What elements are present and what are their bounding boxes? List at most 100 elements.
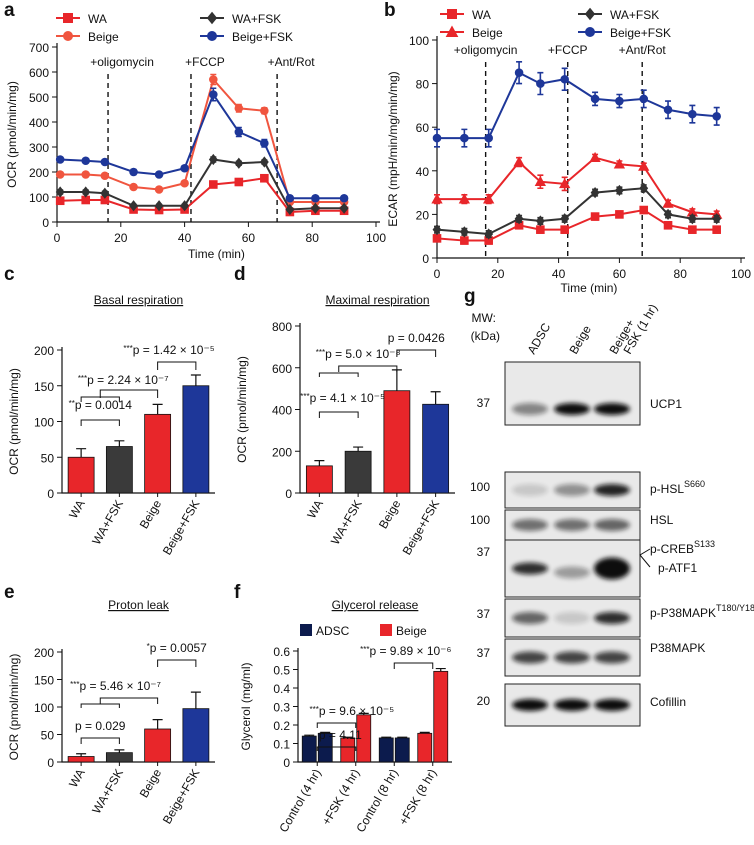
bar <box>105 446 133 494</box>
data-point <box>339 202 349 214</box>
p-value: p = 0.0426 <box>388 331 445 345</box>
significance-bracket <box>318 372 359 377</box>
data-point <box>688 109 697 119</box>
p-value: p = 5.46 × 10⁻⁷ <box>80 679 161 693</box>
data-point <box>55 196 65 206</box>
significance-stars: *** <box>123 344 132 353</box>
y-tick-label: 100 <box>29 191 49 205</box>
mw-marker: 100 <box>470 513 490 527</box>
data-point <box>180 200 190 212</box>
mw-marker: 37 <box>477 607 491 621</box>
error-bar <box>190 691 201 709</box>
significance-bracket <box>157 361 197 370</box>
significance-bracket <box>80 703 120 708</box>
phase-label: +oligomycin <box>454 43 518 57</box>
x-axis-label: Time (min) <box>188 247 245 261</box>
bar <box>344 450 372 494</box>
data-point <box>460 236 469 245</box>
x-tick-label: Control (4 hr) <box>276 766 323 834</box>
significance-label: ***p = 4.1 × 10⁻⁵ <box>300 391 385 405</box>
legend-symbol <box>445 25 459 37</box>
error-bar <box>76 753 87 757</box>
x-tick-label: +FSK (4 hr) <box>319 767 362 828</box>
y-tick-label: 0.6 <box>273 645 290 659</box>
y-tick-label: 200 <box>272 445 292 459</box>
x-tick-label: 100 <box>731 267 751 281</box>
y-tick-label: 0 <box>42 216 49 230</box>
y-tick-label: 150 <box>34 674 54 688</box>
data-point <box>180 163 189 173</box>
significance-stars: *** <box>300 392 309 401</box>
significance-bracket <box>157 659 197 667</box>
blot-band <box>512 519 548 531</box>
data-point <box>234 177 244 187</box>
significance-bracket <box>338 365 398 372</box>
data-point <box>560 74 569 84</box>
mw-marker: 37 <box>477 646 491 660</box>
x-tick-label: Beige <box>137 497 165 531</box>
p-value: p = 9.6 × 10⁻⁵ <box>319 704 394 718</box>
mw-marker: 37 <box>477 545 491 559</box>
data-point <box>234 157 244 169</box>
significance-bracket <box>318 411 359 418</box>
legend-symbol <box>584 7 596 21</box>
panel-label: e <box>4 582 15 603</box>
data-point <box>432 133 442 143</box>
axis-line <box>436 36 745 259</box>
data-point <box>129 200 138 212</box>
y-tick-label: 600 <box>272 362 292 376</box>
x-tick-label: 20 <box>491 267 505 281</box>
blot-band <box>512 699 548 711</box>
y-tick-label: 0.3 <box>273 701 290 715</box>
data-point <box>100 157 110 167</box>
p-value: p = 1.42 × 10⁻⁵ <box>133 343 215 357</box>
bar <box>144 728 172 763</box>
legend-label: WA+FSK <box>232 12 281 26</box>
x-tick-label: Beige+FSK <box>400 498 443 558</box>
data-point <box>559 178 571 189</box>
blot-band <box>554 612 590 624</box>
x-tick-label: 60 <box>613 267 627 281</box>
protein-name: P38MAPK <box>650 641 705 655</box>
data-point <box>534 175 547 186</box>
y-tick-label: 700 <box>29 41 49 55</box>
blot-label: p-P38MAPKT180/Y182 <box>650 603 754 620</box>
p-value: p = 0.0057 <box>150 641 207 655</box>
data-point <box>513 156 525 167</box>
x-tick-label: WA+FSK <box>328 498 365 548</box>
data-point <box>260 106 269 116</box>
y-axis-label: Glycerol (mg/ml) <box>239 662 253 750</box>
data-point <box>311 193 320 203</box>
y-tick-label: 100 <box>34 416 54 430</box>
data-point <box>55 186 65 198</box>
significance-stars: *** <box>316 348 325 357</box>
protein-name: p-HSL <box>650 482 684 496</box>
panel-label: b <box>384 0 396 21</box>
data-point <box>484 228 494 240</box>
blot-band <box>594 403 630 415</box>
x-tick-label: WA <box>304 498 326 521</box>
significance-label: **p = 0.0014 <box>69 398 133 412</box>
significance-stars: *** <box>70 680 79 689</box>
data-point <box>234 127 244 137</box>
data-point <box>536 79 545 88</box>
y-axis-label: OCR (pmol/min/mg) <box>235 356 249 463</box>
x-tick-label: WA+FSK <box>89 767 126 817</box>
data-point <box>662 197 674 208</box>
data-point <box>209 180 218 189</box>
x-axis-label: Time (min) <box>561 281 618 295</box>
x-tick-label: Beige+FSK <box>160 498 203 558</box>
label-pointer <box>639 548 651 568</box>
phase-label: +Ant/Rot <box>619 43 667 57</box>
significance-bracket <box>393 662 434 669</box>
error-bar <box>114 749 125 753</box>
error-bar <box>152 719 163 729</box>
panel-label: c <box>4 264 15 285</box>
significance-label: ***p = 1.42 × 10⁻⁵ <box>123 343 214 357</box>
data-point <box>129 167 138 177</box>
data-point <box>432 224 442 236</box>
y-tick-label: 0.2 <box>273 719 290 733</box>
legend-symbol <box>206 11 218 25</box>
significance-bracket <box>99 697 159 704</box>
blot-band <box>554 699 590 711</box>
